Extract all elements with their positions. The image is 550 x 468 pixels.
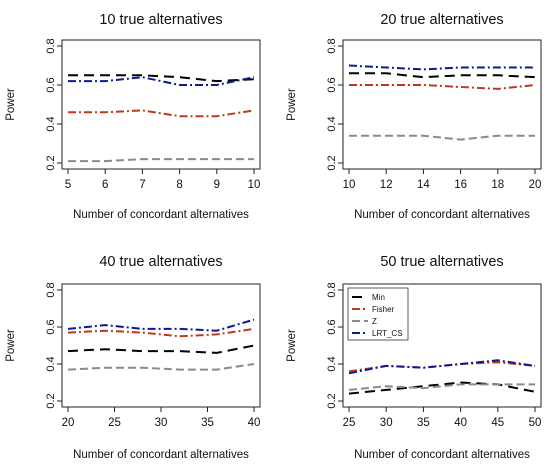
x-tick-label: 20	[529, 179, 542, 191]
y-tick-label: 0.4	[326, 356, 338, 371]
x-tick-label: 9	[214, 179, 220, 191]
x-tick-label: 6	[102, 179, 108, 191]
x-tick-label: 20	[62, 417, 75, 429]
x-tick-label: 25	[343, 417, 356, 429]
chart-panel-3: 40 true alternatives 20 25 30 35 40 0.2 0.4 0.6 0…	[5, 254, 261, 461]
y-tick-label: 0.4	[326, 116, 338, 131]
x-tick-label: 35	[201, 417, 214, 429]
x-tick-label: 7	[139, 179, 145, 191]
x-tick-label: 14	[417, 179, 430, 191]
plot-frame	[342, 283, 542, 408]
x-tick-label: 16	[454, 179, 467, 191]
series-line-z	[348, 383, 535, 391]
x-tick-label: 5	[65, 179, 71, 191]
x-axis-label: Number of concordant alternatives	[354, 209, 530, 221]
chart-panel-4: 50 true alternatives 25 30 35 40 45 50 0.2 0.4 0.…	[286, 254, 542, 461]
series-line-fisher	[67, 327, 255, 338]
y-axis-label: Power	[286, 329, 298, 362]
series-line-fisher	[348, 361, 536, 373]
y-tick-label: 0.4	[45, 356, 57, 371]
legend-label-min: Min	[372, 293, 385, 302]
plot-frame	[342, 39, 542, 170]
x-tick-label: 10	[248, 179, 261, 191]
x-axis-label: Number of concordant alternatives	[73, 209, 249, 221]
series-line-z	[68, 158, 254, 163]
chart-title: 10 true alternatives	[99, 12, 222, 28]
y-tick-label: 0.8	[326, 282, 338, 297]
chart-panel-2: 20 true alternatives 10 12 14 16 18 20 0.2 0.4 0.…	[286, 12, 542, 221]
chart-title: 20 true alternatives	[380, 12, 503, 28]
y-tick-label: 0.8	[326, 38, 338, 53]
series-line-lrt-cs	[348, 359, 536, 375]
series-line-min	[67, 344, 255, 354]
y-tick-label: 0.2	[45, 155, 57, 170]
x-tick-label: 25	[108, 417, 121, 429]
x-tick-label: 18	[491, 179, 504, 191]
x-tick-label: 35	[417, 417, 430, 429]
y-tick-label: 0.2	[326, 393, 338, 408]
chart-title: 40 true alternatives	[99, 254, 222, 270]
x-tick-label: 10	[343, 179, 356, 191]
legend-label-lrt-cs: LRT_CS	[372, 329, 403, 338]
x-tick-label: 40	[454, 417, 467, 429]
y-tick-label: 0.6	[45, 77, 57, 92]
y-axis-label: Power	[5, 329, 17, 362]
series-line-lrt-cs	[67, 318, 255, 332]
x-axis-label: Number of concordant alternatives	[354, 449, 530, 461]
y-tick-label: 0.2	[45, 393, 57, 408]
x-tick-label: 12	[380, 179, 393, 191]
chart-title: 50 true alternatives	[380, 254, 503, 270]
series-line-fisher	[349, 84, 536, 90]
x-tick-label: 30	[380, 417, 393, 429]
series-line-lrt-cs	[68, 76, 255, 86]
y-tick-label: 0.6	[45, 319, 57, 334]
y-axis-label: Power	[286, 88, 298, 121]
plot-frame	[61, 283, 261, 408]
legend-label-fisher: Fisher	[372, 305, 395, 314]
x-tick-label: 50	[529, 417, 542, 429]
x-tick-label: 30	[155, 417, 168, 429]
chart-panel-1: 10 true alternatives 5 6 7 8 9 10 0.2 0.4 0.6 0.8 N…	[5, 12, 261, 221]
x-tick-label: 8	[176, 179, 182, 191]
x-tick-label: 40	[248, 417, 261, 429]
y-tick-label: 0.8	[45, 38, 57, 53]
legend: Min Fisher Z LRT_CS	[347, 287, 409, 341]
y-tick-label: 0.6	[326, 319, 338, 334]
series-line-lrt-cs	[348, 64, 535, 71]
series-line-min	[349, 72, 536, 79]
x-axis-label: Number of concordant alternatives	[73, 449, 249, 461]
series-line-z	[67, 363, 255, 371]
series-line-z	[349, 134, 535, 141]
y-tick-label: 0.8	[45, 282, 57, 297]
y-tick-label: 0.6	[326, 77, 338, 92]
y-tick-label: 0.4	[45, 116, 57, 131]
legend-label-z: Z	[372, 317, 377, 326]
x-tick-label: 45	[491, 417, 504, 429]
plot-frame	[61, 39, 261, 170]
y-tick-label: 0.2	[326, 155, 338, 170]
series-line-fisher	[68, 109, 255, 118]
y-axis-label: Power	[5, 88, 17, 121]
